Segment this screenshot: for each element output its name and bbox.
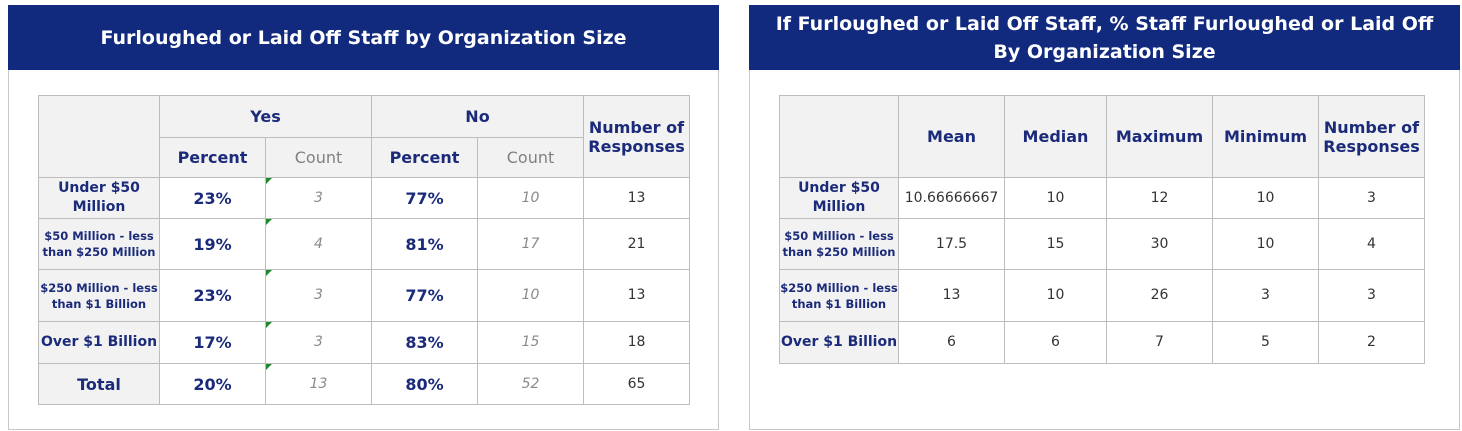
row-label: $250 Million - less than $1 Billion	[779, 269, 899, 322]
table-cell: 19%	[159, 218, 266, 270]
row-label: Under $50 Million	[779, 177, 899, 219]
table-cell: 17.5	[898, 218, 1005, 270]
row-label: Over $1 Billion	[38, 321, 160, 364]
table-cell: 81%	[371, 218, 478, 270]
sub-header: Percent	[371, 137, 478, 178]
group-header: Yes	[159, 95, 372, 138]
table-cell: 65	[583, 363, 690, 405]
comment-marker	[266, 178, 272, 184]
row-label: Under $50 Million	[38, 177, 160, 219]
row-label: $250 Million - less than $1 Billion	[38, 269, 160, 322]
table-cell: 5	[1212, 321, 1319, 364]
table-cell: 4	[265, 218, 372, 270]
table-cell: 2	[1318, 321, 1425, 364]
column-header: Minimum	[1212, 95, 1319, 178]
table-cell: 6	[1004, 321, 1107, 364]
column-header: Mean	[898, 95, 1005, 178]
table-cell: 3	[1212, 269, 1319, 322]
sub-header: Count	[265, 137, 372, 178]
table-cell: 3	[265, 321, 372, 364]
corner-cell	[38, 95, 160, 178]
row-label: Total	[38, 363, 160, 405]
table-cell: 15	[1004, 218, 1107, 270]
table-cell: 13	[265, 363, 372, 405]
table-cell: 30	[1106, 218, 1213, 270]
right-title: If Furloughed or Laid Off Staff, % Staff…	[749, 5, 1460, 70]
table-cell: 10	[1212, 218, 1319, 270]
table-cell: 10	[477, 177, 584, 219]
table-cell: 77%	[371, 269, 478, 322]
table-cell: 3	[1318, 177, 1425, 219]
responses-header: Number of Responses	[583, 95, 690, 178]
row-label: $50 Million - less than $250 Million	[779, 218, 899, 270]
table-cell: 13	[898, 269, 1005, 322]
table-cell: 52	[477, 363, 584, 405]
comment-marker	[266, 322, 272, 328]
table-cell: 4	[1318, 218, 1425, 270]
table-cell: 10	[1004, 177, 1107, 219]
column-header: Maximum	[1106, 95, 1213, 178]
column-header: Median	[1004, 95, 1107, 178]
table-cell: 10	[477, 269, 584, 322]
table-cell: 3	[1318, 269, 1425, 322]
table-cell: 23%	[159, 177, 266, 219]
row-label: $50 Million - less than $250 Million	[38, 218, 160, 270]
table-cell: 77%	[371, 177, 478, 219]
row-label: Over $1 Billion	[779, 321, 899, 364]
corner-cell	[779, 95, 899, 178]
table-cell: 26	[1106, 269, 1213, 322]
sub-header: Count	[477, 137, 584, 178]
comment-marker	[266, 219, 272, 225]
table-cell: 12	[1106, 177, 1213, 219]
table-cell: 17%	[159, 321, 266, 364]
table-cell: 18	[583, 321, 690, 364]
comment-marker	[266, 270, 272, 276]
table-cell: 15	[477, 321, 584, 364]
comment-marker	[266, 364, 272, 370]
table-cell: 13	[583, 177, 690, 219]
table-cell: 3	[265, 269, 372, 322]
table-cell: 7	[1106, 321, 1213, 364]
table-cell: 10.66666667	[898, 177, 1005, 219]
table-cell: 21	[583, 218, 690, 270]
table-cell: 20%	[159, 363, 266, 405]
table-cell: 23%	[159, 269, 266, 322]
table-cell: 83%	[371, 321, 478, 364]
group-header: No	[371, 95, 584, 138]
table-cell: 3	[265, 177, 372, 219]
table-cell: 13	[583, 269, 690, 322]
column-header: Number of Responses	[1318, 95, 1425, 178]
sub-header: Percent	[159, 137, 266, 178]
table-cell: 10	[1004, 269, 1107, 322]
left-title: Furloughed or Laid Off Staff by Organiza…	[8, 5, 719, 70]
table-cell: 80%	[371, 363, 478, 405]
table-cell: 10	[1212, 177, 1319, 219]
table-cell: 17	[477, 218, 584, 270]
table-cell: 6	[898, 321, 1005, 364]
